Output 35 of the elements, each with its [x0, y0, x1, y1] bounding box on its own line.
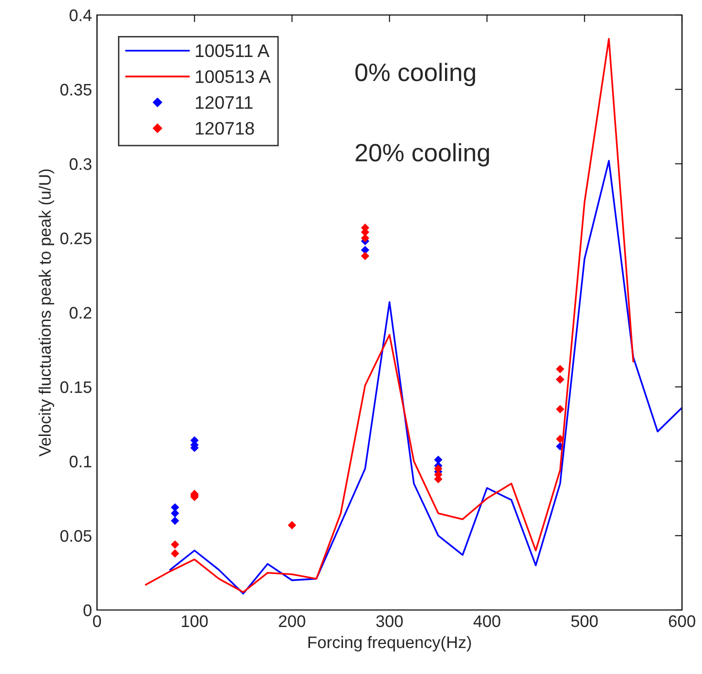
legend-label: 120718	[196, 122, 254, 135]
line-series	[144, 38, 634, 593]
y-axis-title: Velocity fluctuations peak to peak (u/U)	[38, 169, 54, 456]
legend-label: 100511 A	[196, 44, 270, 58]
point	[170, 549, 180, 558]
x-tick-label: 400	[473, 615, 500, 628]
point	[556, 364, 564, 374]
x-tick-label: 100	[182, 615, 208, 628]
x-tick-label: 500	[571, 615, 598, 628]
annotation: 0% cooling	[355, 62, 476, 86]
y-tick-label: 0.1	[70, 456, 92, 468]
point	[170, 509, 180, 518]
x-tick-label: 600	[668, 615, 696, 628]
x-axis-title: Forcing frequency(Hz)	[308, 636, 471, 652]
point	[556, 405, 564, 414]
x-tick-label: 200	[278, 615, 306, 628]
y-tick-label: 0.05	[60, 530, 92, 542]
point	[434, 464, 442, 473]
point	[170, 516, 180, 525]
y-tick-label: 0.4	[70, 9, 92, 22]
point	[360, 252, 370, 260]
y-tick-label: 0.35	[60, 84, 92, 96]
point	[434, 456, 442, 464]
y-tick-label: 0.25	[60, 232, 92, 244]
legend-label: 120711	[196, 96, 253, 109]
x-tick-label: 300	[376, 615, 403, 628]
point	[170, 540, 180, 549]
y-tick-label: 0.2	[70, 306, 92, 319]
legend-label: 100513 A	[196, 70, 271, 84]
y-tick-label: 0.3	[70, 158, 92, 170]
annotation: 20% cooling	[356, 143, 489, 166]
x-tick-label: 0	[93, 615, 101, 628]
y-tick-label: 0.15	[60, 381, 92, 394]
y-tick-label: 0	[84, 604, 92, 616]
point	[288, 521, 296, 530]
